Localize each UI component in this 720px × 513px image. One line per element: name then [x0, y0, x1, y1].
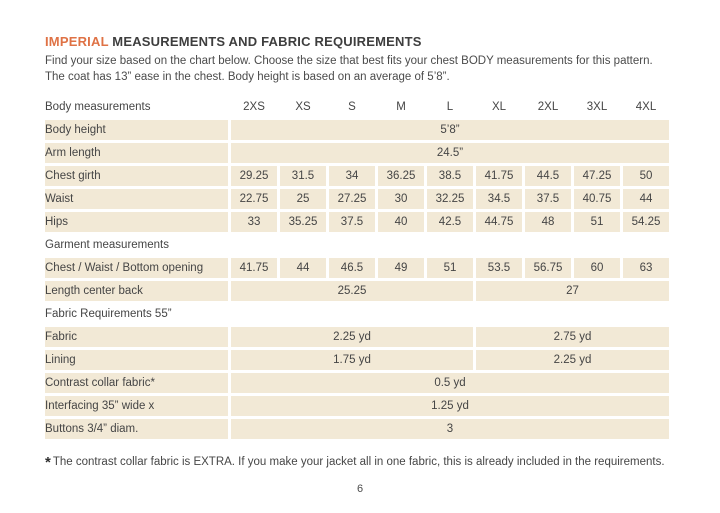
row-label: Buttons 3/4” diam.	[45, 419, 228, 439]
table-row: Chest / Waist / Bottom opening 41.75 44 46.…	[45, 258, 669, 278]
table-row: Arm length 24.5”	[45, 143, 669, 163]
value-cell: 54.25	[623, 212, 669, 232]
row-label: Interfacing 35” wide x	[45, 396, 228, 416]
table-row: Fabric Requirements 55”	[45, 304, 669, 324]
value-cell: 51	[574, 212, 620, 232]
table-row: Body measurements 2XS XS S M L XL 2XL 3XL 4XL	[45, 97, 669, 117]
value-cell: 31.5	[280, 166, 326, 186]
row-label: Fabric	[45, 327, 228, 347]
value-cell: 44	[623, 189, 669, 209]
size-column-header: L	[427, 97, 473, 117]
merged-value-cell-left: 1.75 yd	[231, 350, 473, 370]
table-row: Fabric 2.25 yd 2.75 yd	[45, 327, 669, 347]
section-header: Garment measurements	[45, 235, 669, 255]
value-cell: 33	[231, 212, 277, 232]
page-title-rest: MEASUREMENTS AND FABRIC REQUIREMENTS	[108, 34, 422, 49]
merged-value-cell: 3	[231, 419, 669, 439]
value-cell: 42.5	[427, 212, 473, 232]
row-label: Contrast collar fabric*	[45, 373, 228, 393]
value-cell: 41.75	[476, 166, 522, 186]
table-row: Body height 5’8”	[45, 120, 669, 140]
table-row: Waist 22.75 25 27.25 30 32.25 34.5 37.5 40.75 44	[45, 189, 669, 209]
value-cell: 51	[427, 258, 473, 278]
size-column-header: XL	[476, 97, 522, 117]
value-cell: 44.75	[476, 212, 522, 232]
row-label: Lining	[45, 350, 228, 370]
row-label: Arm length	[45, 143, 228, 163]
value-cell: 48	[525, 212, 571, 232]
merged-value-cell: 24.5”	[231, 143, 669, 163]
value-cell: 36.25	[378, 166, 424, 186]
value-cell: 60	[574, 258, 620, 278]
merged-value-cell-right: 27	[476, 281, 669, 301]
table-row: Hips 33 35.25 37.5 40 42.5 44.75 48 51 54.25	[45, 212, 669, 232]
size-column-header: 2XL	[525, 97, 571, 117]
value-cell: 29.25	[231, 166, 277, 186]
value-cell: 22.75	[231, 189, 277, 209]
page-number: 6	[356, 483, 364, 495]
row-label: Hips	[45, 212, 228, 232]
footnote: * The contrast collar fabric is EXTRA. If…	[45, 454, 675, 471]
value-cell: 40.75	[574, 189, 620, 209]
value-cell: 50	[623, 166, 669, 186]
value-cell: 34.5	[476, 189, 522, 209]
value-cell: 27.25	[329, 189, 375, 209]
page-title-accent: IMPERIAL	[45, 34, 109, 49]
table-row: Interfacing 35” wide x 1.25 yd	[45, 396, 669, 416]
page-title: IMPERIAL MEASUREMENTS AND FABRIC REQUIRE…	[45, 34, 675, 49]
value-cell: 46.5	[329, 258, 375, 278]
table-row: Garment measurements	[45, 235, 669, 255]
value-cell: 37.5	[329, 212, 375, 232]
intro-line-2: The coat has 13” ease in the chest. Body…	[45, 70, 450, 83]
value-cell: 44	[280, 258, 326, 278]
value-cell: 63	[623, 258, 669, 278]
measurements-table: Body measurements 2XS XS S M L XL 2XL 3XL 4XL Body…	[42, 94, 672, 442]
value-cell: 41.75	[231, 258, 277, 278]
intro-paragraph: Find your size based on the chart below.…	[45, 54, 675, 85]
value-cell: 47.25	[574, 166, 620, 186]
intro-line-1: Find your size based on the chart below.…	[45, 55, 653, 67]
size-column-header: S	[329, 97, 375, 117]
value-cell: 35.25	[280, 212, 326, 232]
size-column-header: M	[378, 97, 424, 117]
value-cell: 44.5	[525, 166, 571, 186]
value-cell: 53.5	[476, 258, 522, 278]
value-cell: 25	[280, 189, 326, 209]
row-label: Body height	[45, 120, 228, 140]
table-row: Contrast collar fabric* 0.5 yd	[45, 373, 669, 393]
table-row: Length center back 25.25 27	[45, 281, 669, 301]
row-label: Chest / Waist / Bottom opening	[45, 258, 228, 278]
value-cell: 38.5	[427, 166, 473, 186]
merged-value-cell: 0.5 yd	[231, 373, 669, 393]
row-label: Chest girth	[45, 166, 228, 186]
merged-value-cell-left: 2.25 yd	[231, 327, 473, 347]
row-label: Length center back	[45, 281, 228, 301]
value-cell: 32.25	[427, 189, 473, 209]
value-cell: 34	[329, 166, 375, 186]
merged-value-cell: 1.25 yd	[231, 396, 669, 416]
size-column-header: 2XS	[231, 97, 277, 117]
table-row: Chest girth 29.25 31.5 34 36.25 38.5 41.75 44.5…	[45, 166, 669, 186]
size-column-header: XS	[280, 97, 326, 117]
section-header: Fabric Requirements 55”	[45, 304, 669, 324]
merged-value-cell-right: 2.25 yd	[476, 350, 669, 370]
column-header-label: Body measurements	[45, 97, 228, 117]
value-cell: 30	[378, 189, 424, 209]
value-cell: 40	[378, 212, 424, 232]
table-row: Buttons 3/4” diam. 3	[45, 419, 669, 439]
merged-value-cell-left: 25.25	[231, 281, 473, 301]
value-cell: 56.75	[525, 258, 571, 278]
merged-value-cell: 5’8”	[231, 120, 669, 140]
merged-value-cell-right: 2.75 yd	[476, 327, 669, 347]
value-cell: 37.5	[525, 189, 571, 209]
footnote-text: The contrast collar fabric is EXTRA. If …	[52, 456, 665, 468]
table-row: Lining 1.75 yd 2.25 yd	[45, 350, 669, 370]
value-cell: 49	[378, 258, 424, 278]
size-column-header: 4XL	[623, 97, 669, 117]
size-column-header: 3XL	[574, 97, 620, 117]
row-label: Waist	[45, 189, 228, 209]
document-page: IMPERIAL MEASUREMENTS AND FABRIC REQUIRE…	[42, 34, 675, 495]
footnote-asterisk: *	[45, 454, 51, 471]
